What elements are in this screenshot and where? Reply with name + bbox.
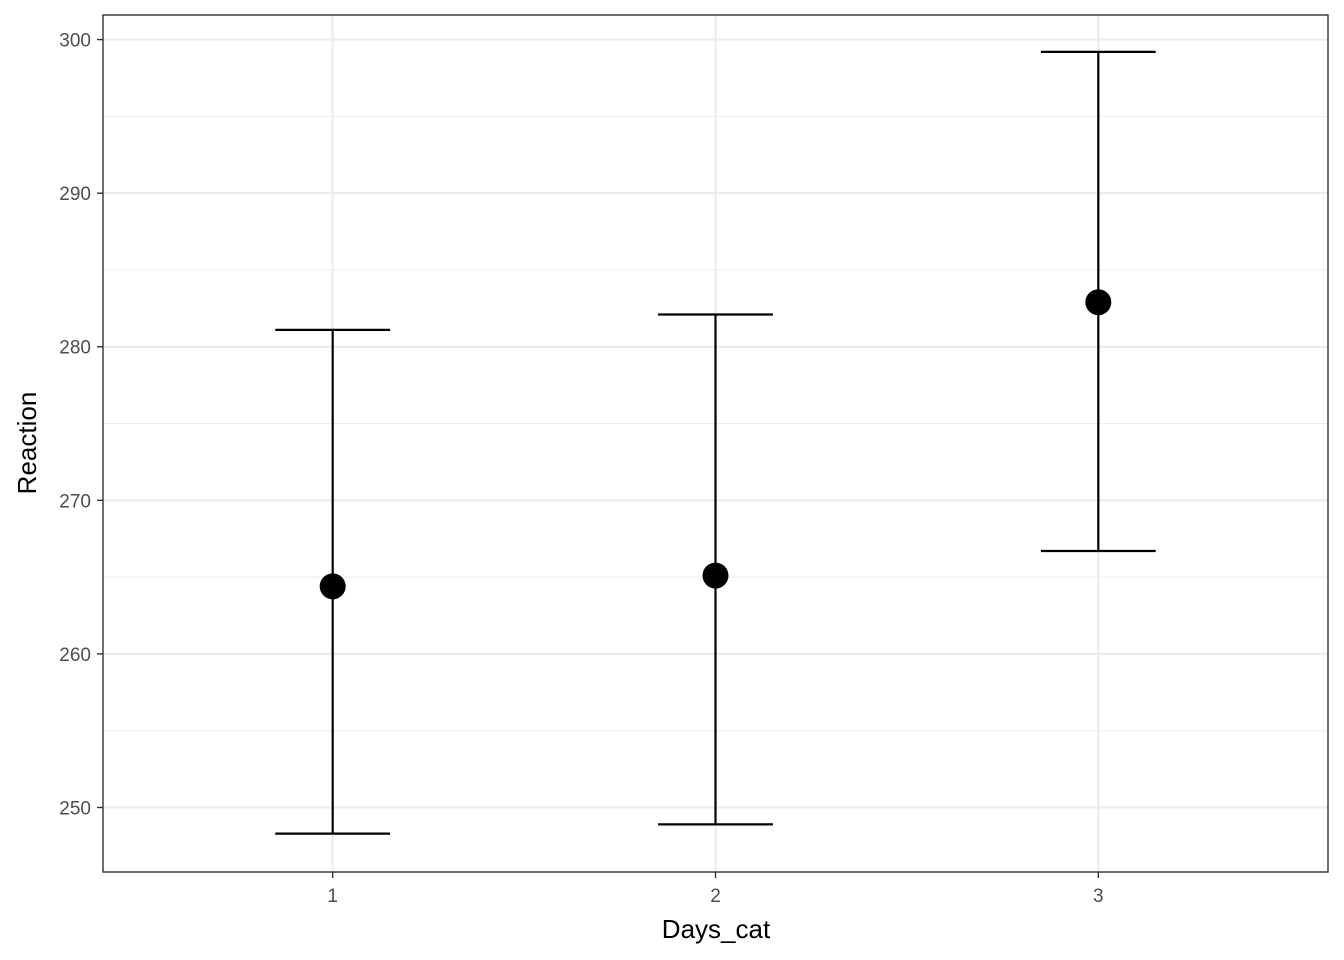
y-tick-label: 250 xyxy=(59,798,91,819)
x-axis-title: Days_cat xyxy=(662,914,771,944)
y-axis: 250 260 270 280 290 300 xyxy=(59,31,103,819)
y-tick-label: 290 xyxy=(59,184,91,205)
data-point xyxy=(702,562,729,589)
x-axis: 1 2 3 xyxy=(327,872,1104,907)
y-tick-label: 300 xyxy=(59,31,91,52)
y-tick-label: 280 xyxy=(59,338,91,359)
data-point xyxy=(1085,289,1112,316)
x-tick-label: 2 xyxy=(710,886,721,907)
y-tick-label: 270 xyxy=(59,491,91,512)
data-points xyxy=(319,289,1112,600)
x-tick-label: 1 xyxy=(327,886,338,907)
x-tick-label: 3 xyxy=(1093,886,1104,907)
data-point xyxy=(319,573,346,600)
y-tick-label: 260 xyxy=(59,645,91,666)
y-axis-title: Reaction xyxy=(12,392,42,495)
